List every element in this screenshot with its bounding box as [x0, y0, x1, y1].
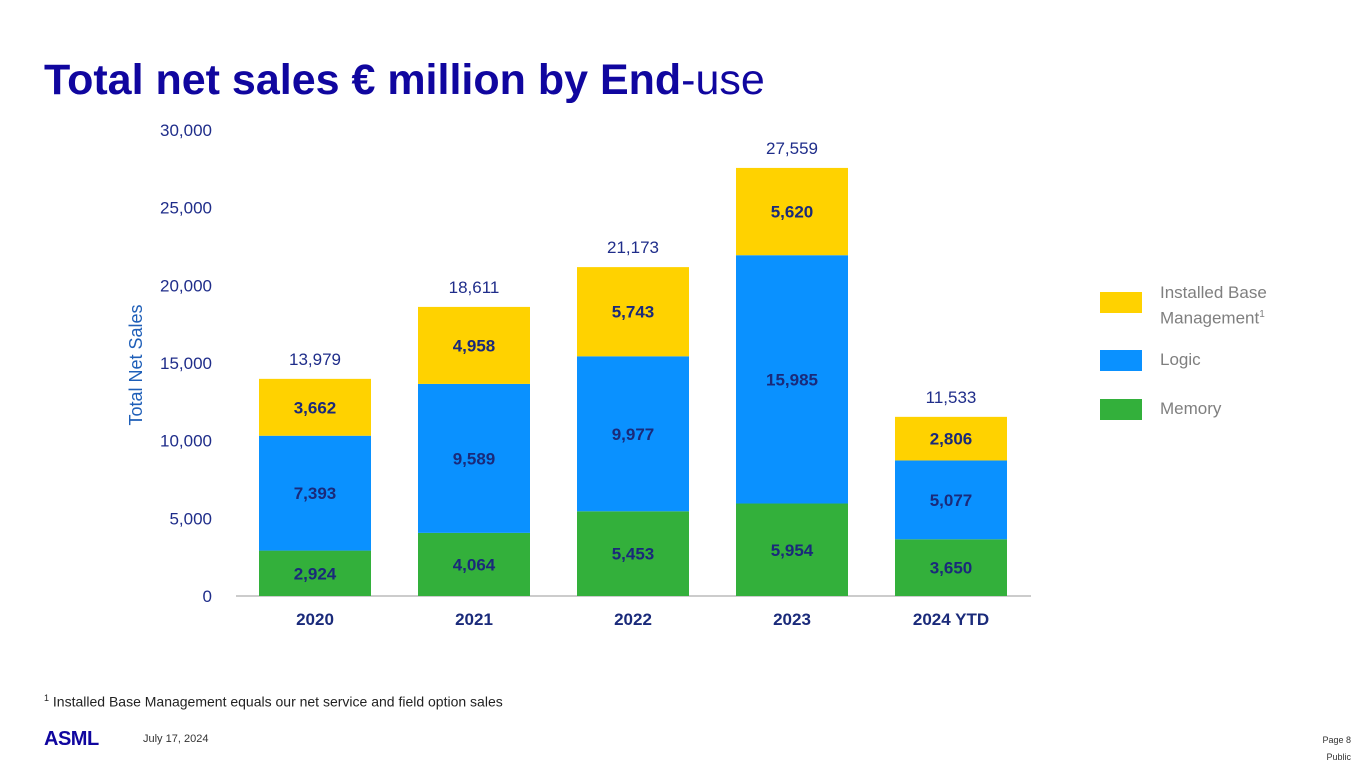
- legend-item-logic: Logic: [1100, 350, 1201, 371]
- bar-segment-memory: [577, 511, 689, 596]
- bar-value-label: 3,650: [930, 559, 973, 578]
- bar-total-label: 21,173: [607, 238, 659, 257]
- legend-line1: Installed Base: [1160, 283, 1267, 302]
- legend-label-logic: Logic: [1160, 350, 1201, 369]
- legend-swatch-logic: [1100, 350, 1142, 371]
- legend-label-installed-base: Installed Base Management1: [1160, 282, 1267, 330]
- y-tick-label: 25,000: [160, 199, 212, 218]
- x-tick-label: 2023: [773, 610, 811, 629]
- x-tick-label: 2021: [455, 610, 493, 629]
- bar-value-label: 5,743: [612, 303, 655, 322]
- bar-total-label: 18,611: [449, 278, 500, 297]
- legend-item-memory: Memory: [1100, 399, 1221, 420]
- footnote-text: Installed Base Management equals our net…: [49, 693, 503, 710]
- bar-segment-logic: [259, 435, 371, 551]
- y-axis-label: Total Net Sales: [126, 304, 146, 425]
- page-title: Total net sales € million by End-use: [44, 56, 765, 105]
- x-tick-label: 2022: [614, 610, 652, 629]
- bar-total-label: 27,559: [766, 139, 818, 158]
- asml-logo: ASML: [44, 728, 99, 750]
- x-tick-label: 2024 YTD: [913, 610, 989, 629]
- legend-label-memory: Memory: [1160, 399, 1222, 418]
- y-tick-label: 15,000: [160, 354, 212, 373]
- title-light: -use: [681, 56, 765, 104]
- page-number: Page 8: [1322, 735, 1351, 745]
- legend-item-installed-base: Installed Base Management1: [1100, 283, 1267, 328]
- y-tick-label: 0: [203, 587, 212, 606]
- bar-segment-memory: [418, 532, 530, 596]
- bar-value-label: 15,985: [766, 370, 818, 389]
- bar-segment-logic: [895, 460, 1007, 540]
- bar-segment-logic: [577, 356, 689, 512]
- bar-segment-installed-base-management: [577, 267, 689, 357]
- title-bold: Total net sales € million by End: [44, 56, 682, 104]
- y-tick-label: 5,000: [169, 509, 212, 528]
- bar-value-label: 5,077: [930, 491, 973, 510]
- footer-date: July 17, 2024: [143, 733, 209, 745]
- bar-total-label: 11,533: [926, 388, 977, 407]
- x-tick-label: 2020: [296, 610, 334, 629]
- legend-line2: Management: [1160, 308, 1260, 328]
- bar-segment-installed-base-management: [418, 306, 530, 384]
- bar-total-label: 13,979: [289, 350, 341, 369]
- bar-segment-installed-base-management: [259, 378, 371, 436]
- footnote-sup: 1: [44, 693, 50, 703]
- bar-value-label: 4,064: [453, 555, 496, 574]
- legend-swatch-memory: [1100, 399, 1142, 420]
- bar-value-label: 2,806: [930, 430, 973, 449]
- bar-value-label: 9,977: [612, 425, 655, 444]
- bar-segment-logic: [736, 255, 848, 504]
- bar-value-label: 7,393: [294, 484, 337, 503]
- bar-value-label: 2,924: [294, 564, 337, 583]
- bar-value-label: 5,453: [612, 545, 655, 564]
- bar-value-label: 5,954: [771, 541, 814, 560]
- bar-segment-memory: [259, 550, 371, 596]
- bar-segment-memory: [895, 539, 1007, 596]
- bar-segment-installed-base-management: [895, 416, 1007, 461]
- y-tick-label: 30,000: [160, 121, 212, 140]
- bar-value-label: 9,589: [453, 449, 496, 468]
- bar-value-label: 5,620: [771, 203, 814, 222]
- y-tick-label: 20,000: [160, 276, 212, 295]
- footnote: 1 Installed Base Management equals our n…: [44, 693, 503, 710]
- bar-value-label: 4,958: [453, 336, 496, 355]
- bar-segment-installed-base-management: [736, 167, 848, 256]
- bar-segment-logic: [418, 383, 530, 533]
- legend-swatch-installed-base: [1100, 292, 1142, 313]
- stacked-bar-chart: 0 5,000 10,000 15,000 20,000 25,000 30,000 Tota…: [126, 121, 1031, 629]
- y-tick-label: 10,000: [160, 432, 212, 451]
- legend-sup: 1: [1259, 309, 1265, 320]
- classification-label: Public: [1326, 752, 1351, 762]
- bar-segment-memory: [736, 503, 848, 596]
- bar-value-label: 3,662: [294, 398, 337, 417]
